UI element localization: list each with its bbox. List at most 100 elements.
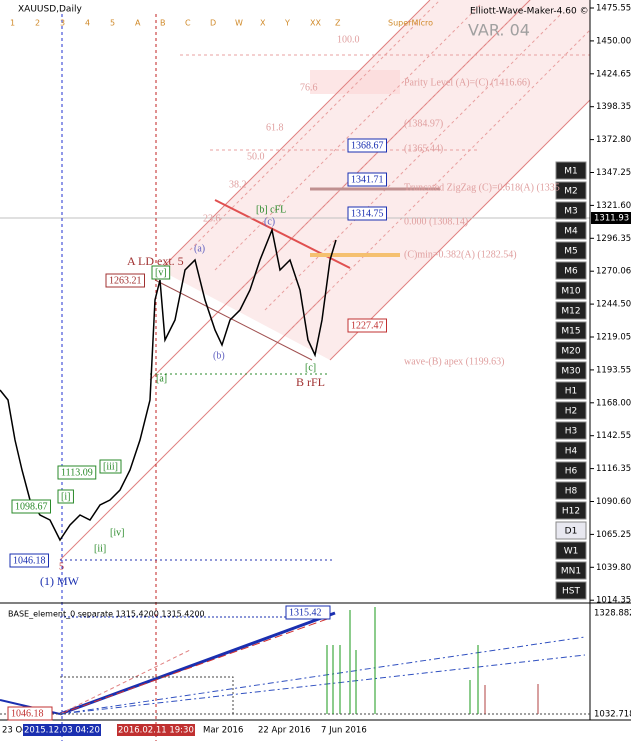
timeframe-button[interactable] — [555, 581, 587, 600]
price-label: 1244.50 — [596, 300, 631, 310]
timeframe-button[interactable] — [555, 501, 587, 520]
wave-label-toggle[interactable]: 5 — [110, 19, 115, 28]
symbol: XAUUSD,Daily — [18, 5, 82, 15]
timeframe-button[interactable] — [555, 561, 587, 580]
timeframe-label[interactable]: M15 — [561, 327, 580, 337]
timeframe-button[interactable] — [555, 381, 587, 400]
timeframe-button[interactable] — [555, 201, 587, 220]
timeframe-button[interactable] — [555, 421, 587, 440]
timeframe-button[interactable] — [555, 541, 587, 560]
timeframe-button[interactable] — [555, 341, 587, 360]
timeframe-button[interactable] — [555, 321, 587, 340]
wave-label-toggle[interactable]: A — [135, 19, 141, 28]
price-label: 1142.55 — [596, 431, 631, 441]
annotation-box — [105, 273, 145, 288]
timeframe-label[interactable]: M1 — [564, 167, 578, 177]
timeframe-label[interactable]: M6 — [564, 267, 578, 277]
chart-annotation: (1) MW — [40, 574, 80, 588]
timeframe-button[interactable] — [555, 161, 587, 180]
timeframe-button[interactable] — [555, 361, 587, 380]
subwindow-title: BASE_element_0 separate 1315.4200 1315.4… — [8, 610, 205, 619]
wave-label-toggle[interactable]: X — [260, 19, 266, 28]
current-price: 1311.93 — [594, 214, 629, 224]
wave-label-toggle[interactable]: 3 — [60, 19, 65, 28]
chart-annotation: [a] — [156, 373, 167, 384]
timeframe-button[interactable] — [555, 261, 587, 280]
chart-annotation: 5 — [59, 561, 64, 572]
wave-label-toggle[interactable]: SuperMicro — [388, 19, 433, 28]
timeframe-label[interactable]: M2 — [564, 187, 578, 197]
wave-label-toggle[interactable]: 4 — [85, 19, 90, 28]
timeframe-label[interactable]: H4 — [565, 447, 578, 457]
chart-annotation: 23.6 — [203, 213, 221, 224]
timeframe-label[interactable]: H2 — [565, 407, 578, 417]
annotation-box — [347, 172, 387, 187]
timeframe-label[interactable]: HST — [562, 587, 580, 597]
indicator: Elliott-Wave-Maker-4.60 © — [470, 7, 589, 17]
wave-label-toggle[interactable]: 1 — [10, 19, 15, 28]
timeframe-label[interactable]: M12 — [561, 307, 580, 317]
current-price-box — [591, 212, 631, 224]
timeframe-label[interactable]: M10 — [561, 287, 580, 297]
annotation-box — [99, 459, 122, 474]
timeframe-label[interactable]: H6 — [565, 467, 578, 477]
timeframe-label[interactable]: H3 — [565, 427, 578, 437]
price-label: 1090.60 — [596, 497, 631, 507]
wave-label-toggle[interactable]: C — [185, 19, 191, 28]
sub-label: 1315.42 — [289, 607, 322, 618]
chart-annotation: 50.0 — [247, 151, 265, 162]
wave-label-toggle[interactable]: XX — [310, 19, 321, 28]
timeframe-label[interactable]: M30 — [561, 367, 580, 377]
wave-label-toggle[interactable]: 2 — [35, 19, 40, 28]
timeframe-button[interactable] — [555, 481, 587, 500]
timeframe-label[interactable]: H1 — [565, 387, 578, 397]
price-label: 1065.25 — [596, 530, 631, 540]
timeframe-label[interactable]: M4 — [564, 227, 578, 237]
price-label: 1270.06 — [596, 267, 631, 277]
wave-label-toggle[interactable]: Z — [335, 19, 341, 28]
price-label: 1219.05 — [596, 333, 631, 343]
chart-annotation: 1341.71 — [351, 174, 384, 185]
timeframe-button[interactable] — [555, 461, 587, 480]
timeframe-label[interactable]: MN1 — [561, 567, 581, 577]
timeframe-label[interactable]: M5 — [564, 247, 578, 257]
wave-label-toggle[interactable]: B — [160, 19, 166, 28]
chart-annotation: (c) — [264, 216, 275, 227]
chart-annotation: [iv] — [110, 527, 124, 538]
chart-annotation: 1227.47 — [351, 320, 384, 331]
timeframe-button[interactable] — [555, 181, 587, 200]
wave-label-toggle[interactable]: W — [235, 19, 243, 28]
chart-annotation: 1263.21 — [109, 275, 142, 286]
chart-annotation: [b] cFL — [256, 204, 286, 215]
price-label: 1450.00 — [596, 36, 631, 46]
timeframe-button[interactable] — [555, 401, 587, 420]
timeframe-button[interactable] — [555, 441, 587, 460]
chart-annotation: [c] — [305, 362, 316, 373]
wave-label-toggle[interactable]: D — [210, 19, 216, 28]
chart-annotation: 76.6 — [300, 82, 318, 93]
chart-annotation: B rFL — [296, 375, 325, 389]
timeframe-label[interactable]: M20 — [561, 347, 580, 357]
timeframe-label[interactable]: M3 — [564, 207, 578, 217]
chart-annotation: (C)min=0.382(A) (1282.54) — [404, 249, 517, 260]
chart-annotation: (1365.44) — [404, 143, 443, 154]
chart-annotation: 1113.09 — [61, 467, 93, 478]
wave-label-toggle[interactable]: Y — [284, 19, 290, 28]
timeframe-label[interactable]: H8 — [565, 487, 578, 497]
timeframe-button[interactable] — [555, 241, 587, 260]
timeframe-button[interactable] — [555, 301, 587, 320]
timeframe-button[interactable] — [555, 521, 587, 540]
timeframe-label[interactable]: D1 — [565, 527, 578, 537]
version: VAR. 04 — [468, 21, 530, 40]
chart-annotation: (a) — [194, 243, 205, 254]
chart-annotation: (1384.97) — [404, 118, 443, 129]
price-label: 1321.60 — [596, 201, 631, 211]
sub-axis-label: 1032.718 — [594, 710, 631, 720]
price-label: 1296.35 — [596, 234, 631, 244]
timeframe-label[interactable]: H12 — [562, 507, 580, 517]
sub-axis-label: 1328.882 — [594, 609, 631, 619]
timeframe-label[interactable]: W1 — [564, 547, 579, 557]
timeframe-button[interactable] — [555, 221, 587, 240]
timeframe-button[interactable] — [555, 281, 587, 300]
